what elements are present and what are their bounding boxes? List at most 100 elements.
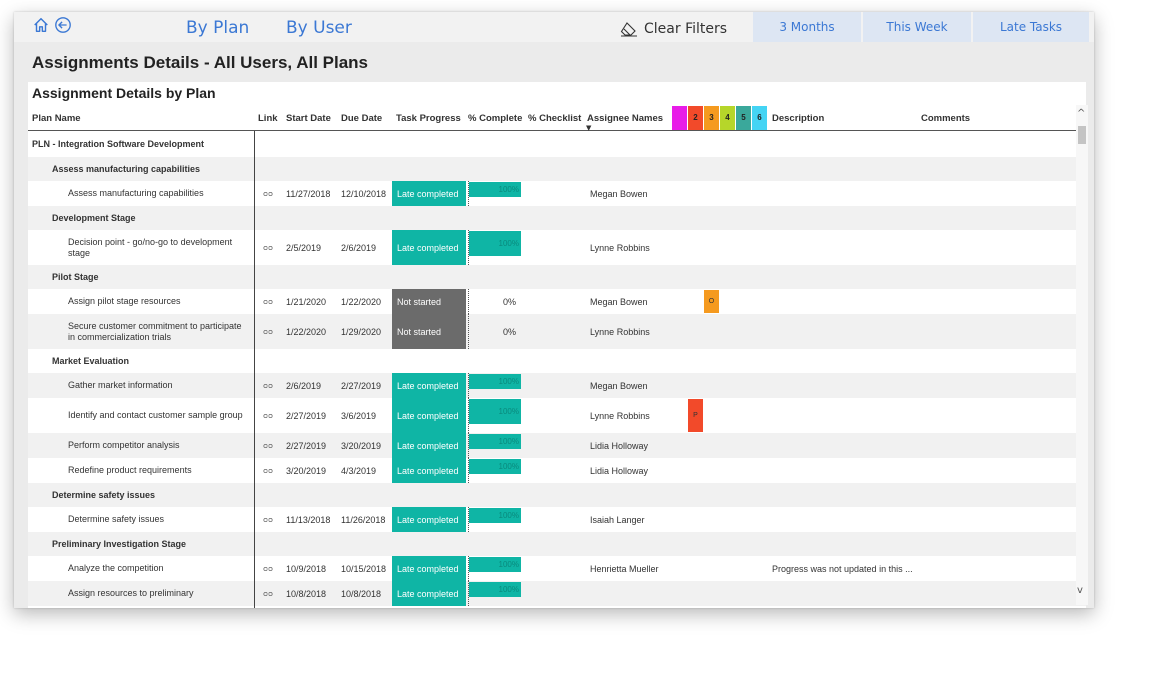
plan-name-cell: Determine safety issues (68, 514, 165, 524)
link-icon[interactable] (263, 516, 273, 524)
due-date-cell: 4/3/2019 (341, 465, 377, 476)
assignment-panel: Assignment Details by Plan Plan Name Lin… (28, 82, 1086, 608)
task-row[interactable]: Secure customer commitment to participat… (28, 314, 1086, 349)
plan-name-cell: Perform competitor analysis (68, 440, 180, 450)
plan-name-cell: Assign pilot stage resources (68, 296, 181, 306)
segment-this-week[interactable]: This Week (863, 12, 971, 42)
col-link[interactable]: Link (258, 113, 278, 124)
task-row[interactable]: Gather market information 2/6/2019 2/27/20… (28, 373, 1086, 398)
col-description[interactable]: Description (772, 113, 825, 124)
plan-name-cell: Gather market information (68, 380, 173, 390)
due-date-cell: 10/8/2018 (341, 588, 382, 599)
task-row[interactable]: Determine safety issues 11/13/2018 11/26/2… (28, 507, 1086, 532)
priority-col-3[interactable]: 3 (704, 106, 719, 130)
priority-col-6[interactable]: 6 (752, 106, 767, 130)
panel-title: Assignment Details by Plan (32, 85, 216, 101)
plan-row[interactable]: PLN - Integration Software Development (28, 132, 1086, 157)
pct-complete-text: 0% (502, 326, 516, 337)
col-start-date[interactable]: Start Date (286, 113, 331, 124)
plan-name-cell: Market Evaluation (52, 355, 130, 366)
col-due-date[interactable]: Due Date (341, 113, 383, 124)
pct-complete-cell: 100% (468, 507, 521, 532)
back-icon[interactable] (54, 16, 72, 34)
start-date-cell: 3/20/2019 (286, 465, 327, 476)
scroll-down-icon[interactable]: v (1077, 585, 1083, 596)
task-row[interactable]: Assign resources to preliminary 10/8/2018… (28, 581, 1086, 606)
col-comments[interactable]: Comments (921, 113, 971, 124)
clear-filters-label: Clear Filters (644, 21, 728, 37)
link-icon[interactable] (263, 298, 273, 306)
segment-late-tasks[interactable]: Late Tasks (973, 12, 1089, 42)
vertical-scrollbar[interactable] (1076, 105, 1088, 605)
task-row[interactable]: Identify and contact customer sample gro… (28, 398, 1086, 433)
start-date-cell: 2/5/2019 (286, 242, 322, 253)
plan-name-cell: Assess manufacturing capabilities (52, 163, 201, 174)
priority-col-5[interactable]: 5 (736, 106, 751, 130)
due-date-cell: 2/6/2019 (341, 242, 377, 253)
start-date-cell: 1/22/2020 (286, 326, 327, 337)
pct-complete-text: 0% (502, 296, 516, 307)
task-row[interactable]: Assign pilot stage resources 1/21/2020 1/2… (28, 289, 1086, 314)
plan-name-cell: Decision point - go/no-go to development… (68, 236, 233, 258)
assignee-cell: Megan Bowen (590, 380, 648, 391)
group-row[interactable]: Preliminary Investigation Stage (28, 532, 1086, 556)
due-date-cell: 10/15/2018 (341, 563, 387, 574)
priority-col-2[interactable]: 2 (688, 106, 703, 130)
task-progress-cell: Late completed (392, 556, 466, 581)
col-assignee-names[interactable]: Assignee Names (587, 113, 664, 124)
link-icon[interactable] (263, 190, 273, 198)
start-date-cell: 2/6/2019 (286, 380, 322, 391)
pct-complete-cell: 100% (468, 458, 521, 483)
group-row[interactable]: Development Stage (28, 206, 1086, 230)
assignee-cell: Lynne Robbins (590, 326, 650, 337)
task-row[interactable]: Analyze the competition 10/9/2018 10/15/20… (28, 556, 1086, 581)
priority-flag: O (704, 290, 719, 313)
task-row[interactable]: Assess manufacturing capabilities 11/27/2… (28, 181, 1086, 206)
priority-col-4[interactable]: 4 (720, 106, 735, 130)
task-row[interactable]: Perform competitor analysis 2/27/2019 3/20… (28, 433, 1086, 458)
assignee-cell: Lynne Robbins (590, 410, 650, 421)
home-icon[interactable] (32, 16, 50, 34)
by-user-link[interactable]: By User (286, 18, 352, 38)
link-icon[interactable] (263, 328, 273, 336)
group-row[interactable]: Market Evaluation (28, 349, 1086, 373)
task-row[interactable]: Decision point - go/no-go to development… (28, 230, 1086, 265)
segment-3-months[interactable]: 3 Months (753, 12, 861, 42)
col-task-progress[interactable]: Task Progress (396, 113, 461, 124)
pct-complete-cell: 100% (468, 230, 521, 265)
assignee-cell: Megan Bowen (590, 296, 648, 307)
scrollbar-thumb[interactable] (1078, 126, 1086, 144)
clear-filters-button[interactable]: Clear Filters (620, 21, 727, 37)
start-date-cell: 11/13/2018 (286, 514, 331, 525)
plan-name-cell: Pilot Stage (52, 271, 99, 282)
link-icon[interactable] (263, 442, 273, 450)
group-row[interactable]: Assess manufacturing capabilities (28, 157, 1086, 181)
link-icon[interactable] (263, 467, 273, 475)
task-progress-cell: Late completed (392, 433, 466, 458)
col-plan-name[interactable]: Plan Name (32, 113, 81, 124)
pct-complete-bar: 100% (469, 582, 521, 597)
task-progress-cell: Late completed (392, 398, 466, 433)
link-icon[interactable] (263, 565, 273, 573)
start-date-cell: 2/27/2019 (286, 440, 327, 451)
task-progress-cell: Late completed (392, 507, 466, 532)
assignee-cell: Henrietta Mueller (590, 563, 659, 574)
pct-complete-cell: 100% (468, 581, 521, 606)
link-icon[interactable] (263, 412, 273, 420)
link-icon[interactable] (263, 244, 273, 252)
scroll-up-icon[interactable]: ^ (1077, 108, 1086, 119)
description-cell: Progress was not updated in this ... (772, 563, 913, 574)
pct-complete-cell: 100% (468, 433, 521, 458)
link-icon[interactable] (263, 382, 273, 390)
col-pct-checklist[interactable]: % Checklist (528, 113, 582, 124)
group-row[interactable]: Pilot Stage (28, 265, 1086, 289)
task-row[interactable]: Redefine product requirements 3/20/2019 4/… (28, 458, 1086, 483)
start-date-cell: 11/27/2018 (286, 188, 331, 199)
by-plan-link[interactable]: By Plan (186, 18, 250, 38)
col-pct-complete[interactable]: % Complete (468, 113, 523, 124)
group-row[interactable]: Determine safety issues (28, 483, 1086, 507)
link-icon[interactable] (263, 590, 273, 598)
plan-name-cell: Assess manufacturing capabilities (68, 188, 204, 198)
table-header: Plan Name Link Start Date Due Date Task … (28, 105, 1076, 132)
priority-col-1[interactable]: 1 (672, 106, 687, 130)
